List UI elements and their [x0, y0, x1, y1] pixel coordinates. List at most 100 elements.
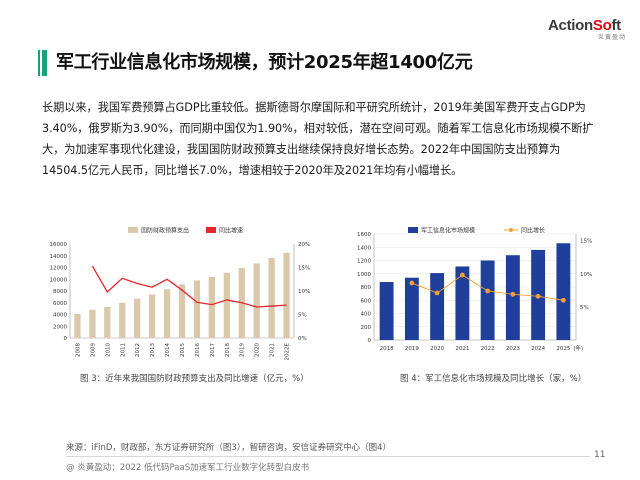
- source-note: 来源：iFinD，财政部，东方证券研究所（图3），智研咨询，安信证券研究中心（图…: [66, 443, 391, 453]
- y-left-tick-label: 10000: [50, 277, 68, 283]
- title-accent-thin: [38, 50, 40, 76]
- x-tick-label: 2024: [531, 346, 545, 352]
- legend-bar-label: 国防财政预算支出: [141, 227, 189, 235]
- y-right-tick-label: 10%: [580, 272, 592, 278]
- footer-divider: [66, 456, 590, 457]
- figure3-caption: 图 3：近年来我国国防财政预算支出及同比增速（亿元，%）: [80, 374, 309, 384]
- growth-point: [485, 288, 491, 294]
- bar: [119, 302, 126, 338]
- legend-line-label: 同比增长: [521, 227, 545, 235]
- x-tick-label: 2023: [506, 346, 520, 352]
- bar: [455, 266, 470, 340]
- x-tick-label: 2010: [105, 343, 111, 357]
- bar: [104, 306, 111, 338]
- military-it-market-chart: 军工信息化市场规模 同比增长 0 200 400 600 800 1000 1200 1400 16…: [357, 227, 592, 353]
- y-right-tick-label: 0%: [298, 336, 307, 342]
- logo-subtitle: 炎黄盈动: [597, 34, 626, 41]
- x-tick-label: 2020: [255, 343, 261, 357]
- bar: [148, 294, 156, 338]
- x-unit-label: (年): [573, 344, 583, 352]
- growth-point: [459, 272, 465, 278]
- y-left-tick-label: 1200: [357, 259, 371, 265]
- bar: [178, 284, 186, 338]
- growth-point: [560, 297, 566, 303]
- y-left-tick-label: 16000: [50, 242, 68, 248]
- title-accent-bar: [42, 50, 47, 76]
- logo-wordmark: ActionSoft: [548, 17, 621, 34]
- y-left-tick-label: 1000: [357, 272, 371, 278]
- y-left-tick-label: 800: [361, 285, 372, 291]
- bar: [556, 243, 571, 340]
- y-left-tick-label: 6000: [53, 301, 67, 307]
- body-paragraph: 长期以来，我国军费预算占GDP比重较低。据斯德哥尔摩国际和平研究所统计，2019…: [42, 101, 594, 177]
- legend-line-label: 同比增速: [219, 227, 243, 235]
- y-right-tick-label: 5%: [580, 305, 589, 311]
- x-tick-label: 2020: [430, 346, 444, 352]
- x-tick-label: 2014: [165, 343, 171, 357]
- x-tick-label: 2018: [380, 346, 394, 352]
- legend-bar-label: 军工信息化市场规模: [421, 227, 475, 235]
- company-logo: ActionSoft 炎黄盈动: [548, 17, 626, 41]
- x-tick-label: 2013: [150, 343, 156, 357]
- growth-point: [510, 291, 516, 297]
- y-left-tick-label: 2000: [53, 324, 67, 330]
- x-tick-label: 2018: [225, 343, 231, 357]
- bar: [379, 282, 394, 340]
- x-tick-label: 2022: [481, 346, 495, 352]
- y-left-tick-label: 0: [368, 338, 372, 344]
- x-tick-label: 2017: [210, 343, 216, 357]
- growth-point: [409, 280, 415, 286]
- y-left-tick-label: 1400: [357, 245, 371, 251]
- bar: [89, 309, 96, 338]
- footer-text: @ 炎黄盈动：2022 低代码PaaS加速军工行业数字化转型白皮书: [66, 463, 310, 473]
- legend-bar-swatch: [408, 227, 418, 233]
- y-left-tick-label: 8000: [53, 289, 67, 295]
- x-tick-label: 2022E: [285, 342, 291, 360]
- x-tick-label: 2016: [195, 343, 201, 357]
- x-tick-label: 2015: [180, 343, 186, 357]
- x-tick-label: 2008: [75, 343, 81, 357]
- y-right-tick-label: 10%: [298, 289, 310, 295]
- y-right-tick-label: 20%: [298, 242, 310, 248]
- bar: [253, 263, 260, 338]
- defense-budget-chart: 国防财政预算支出 同比增速 0 2000 4000 6000 8000 10000 12000 1…: [50, 227, 311, 361]
- legend-line-marker: [509, 228, 513, 232]
- legend-bar-swatch: [128, 227, 138, 233]
- y-left-tick-label: 0: [64, 336, 68, 342]
- bar: [74, 313, 81, 338]
- figure4-caption: 图 4：军工信息化市场规模及同比增长（家，%）: [400, 374, 587, 384]
- growth-point: [434, 290, 440, 296]
- bar: [268, 258, 275, 338]
- x-tick-label: 2009: [90, 343, 96, 357]
- growth-line: [91, 265, 287, 308]
- y-left-tick-label: 1600: [357, 232, 371, 238]
- legend-line-swatch: [206, 227, 216, 233]
- bar: [134, 298, 141, 338]
- bar: [505, 255, 520, 340]
- x-tick-label: 2021: [455, 346, 469, 352]
- page-number: 11: [594, 450, 606, 460]
- bar: [223, 272, 230, 338]
- x-tick-label: 2011: [120, 343, 126, 357]
- x-tick-label: 2019: [240, 343, 246, 357]
- section-title: 军工行业信息化市场规模，预计2025年超1400亿元: [56, 52, 473, 73]
- y-right-tick-label: 15%: [298, 266, 310, 272]
- bar: [208, 276, 216, 338]
- y-left-tick-label: 200: [361, 325, 372, 331]
- y-left-tick-label: 14000: [50, 254, 68, 260]
- bar: [193, 280, 201, 338]
- y-right-tick-label: 5%: [298, 313, 307, 319]
- y-left-tick-label: 4000: [53, 313, 67, 319]
- x-tick-label: 2019: [405, 346, 419, 352]
- bar: [283, 252, 290, 338]
- y-left-tick-label: 600: [361, 298, 372, 304]
- x-tick-label: 2021: [270, 343, 276, 357]
- bar: [480, 260, 495, 340]
- x-tick-label: 2012: [135, 343, 141, 357]
- growth-point: [535, 293, 541, 299]
- y-left-tick-label: 400: [361, 312, 372, 318]
- bar: [163, 289, 171, 338]
- bar: [404, 277, 419, 340]
- y-right-tick-label: 15%: [580, 239, 592, 245]
- y-left-tick-label: 12000: [50, 266, 68, 272]
